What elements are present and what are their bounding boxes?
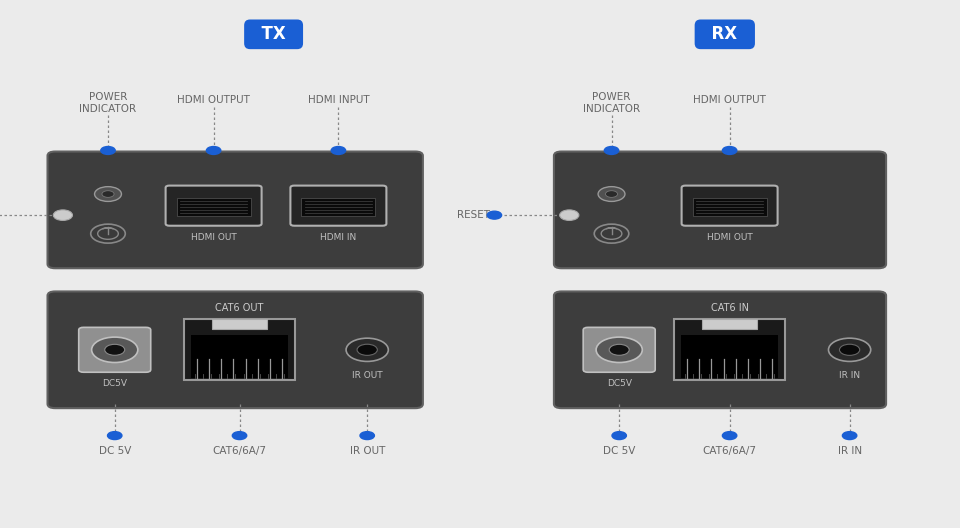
Text: IR IN: IR IN	[839, 371, 860, 380]
Circle shape	[360, 432, 374, 439]
Bar	[184, 319, 295, 380]
Bar	[702, 319, 757, 328]
Text: IR IN: IR IN	[837, 446, 862, 456]
FancyBboxPatch shape	[47, 291, 422, 408]
Bar	[212, 319, 267, 328]
Bar	[177, 198, 251, 216]
Circle shape	[605, 147, 619, 155]
FancyBboxPatch shape	[554, 152, 886, 268]
Circle shape	[102, 191, 114, 197]
Circle shape	[594, 224, 629, 243]
Text: HDMI OUT: HDMI OUT	[707, 233, 753, 242]
FancyBboxPatch shape	[47, 152, 422, 268]
Circle shape	[108, 432, 122, 439]
Text: DC5V: DC5V	[102, 379, 128, 388]
Circle shape	[606, 191, 617, 197]
Bar	[191, 335, 288, 378]
Circle shape	[560, 210, 579, 220]
Circle shape	[488, 211, 501, 219]
Bar	[681, 335, 779, 378]
Text: CAT6 OUT: CAT6 OUT	[215, 303, 264, 313]
Text: CAT6/6A/7: CAT6/6A/7	[703, 446, 756, 456]
Circle shape	[54, 210, 73, 220]
Circle shape	[101, 147, 115, 155]
Text: RX: RX	[701, 25, 749, 43]
Text: DC 5V: DC 5V	[603, 446, 636, 456]
Circle shape	[91, 337, 138, 363]
Circle shape	[828, 338, 871, 361]
Text: HDMI OUTPUT: HDMI OUTPUT	[693, 95, 766, 105]
FancyBboxPatch shape	[165, 185, 261, 225]
Circle shape	[598, 186, 625, 201]
Circle shape	[596, 337, 642, 363]
Circle shape	[612, 432, 627, 439]
Text: TX: TX	[250, 25, 298, 43]
Circle shape	[232, 432, 247, 439]
Circle shape	[843, 432, 857, 439]
Circle shape	[610, 344, 629, 355]
Text: DC5V: DC5V	[607, 379, 632, 388]
Text: DC 5V: DC 5V	[99, 446, 131, 456]
FancyBboxPatch shape	[554, 291, 886, 408]
Circle shape	[105, 344, 125, 355]
Text: HDMI INPUT: HDMI INPUT	[307, 95, 370, 105]
Text: IR OUT: IR OUT	[349, 446, 385, 456]
Circle shape	[94, 186, 121, 201]
Circle shape	[839, 344, 860, 355]
Text: CAT6/6A/7: CAT6/6A/7	[212, 446, 267, 456]
Text: HDMI OUTPUT: HDMI OUTPUT	[178, 95, 250, 105]
Text: HDMI IN: HDMI IN	[321, 233, 356, 242]
Bar	[301, 198, 375, 216]
Circle shape	[90, 224, 125, 243]
Circle shape	[722, 147, 737, 155]
FancyBboxPatch shape	[682, 185, 778, 225]
FancyBboxPatch shape	[290, 185, 386, 225]
Text: POWER
INDICATOR: POWER INDICATOR	[80, 92, 136, 114]
Text: POWER
INDICATOR: POWER INDICATOR	[583, 92, 640, 114]
Circle shape	[357, 344, 377, 355]
Circle shape	[331, 147, 346, 155]
Text: CAT6 IN: CAT6 IN	[710, 303, 749, 313]
Circle shape	[346, 338, 388, 361]
Text: HDMI OUT: HDMI OUT	[191, 233, 236, 242]
Text: RESET: RESET	[457, 210, 490, 220]
Circle shape	[722, 432, 737, 439]
Text: IR OUT: IR OUT	[352, 371, 382, 380]
FancyBboxPatch shape	[584, 327, 655, 372]
Bar	[692, 198, 767, 216]
FancyBboxPatch shape	[79, 327, 151, 372]
Bar	[674, 319, 784, 380]
Circle shape	[206, 147, 221, 155]
